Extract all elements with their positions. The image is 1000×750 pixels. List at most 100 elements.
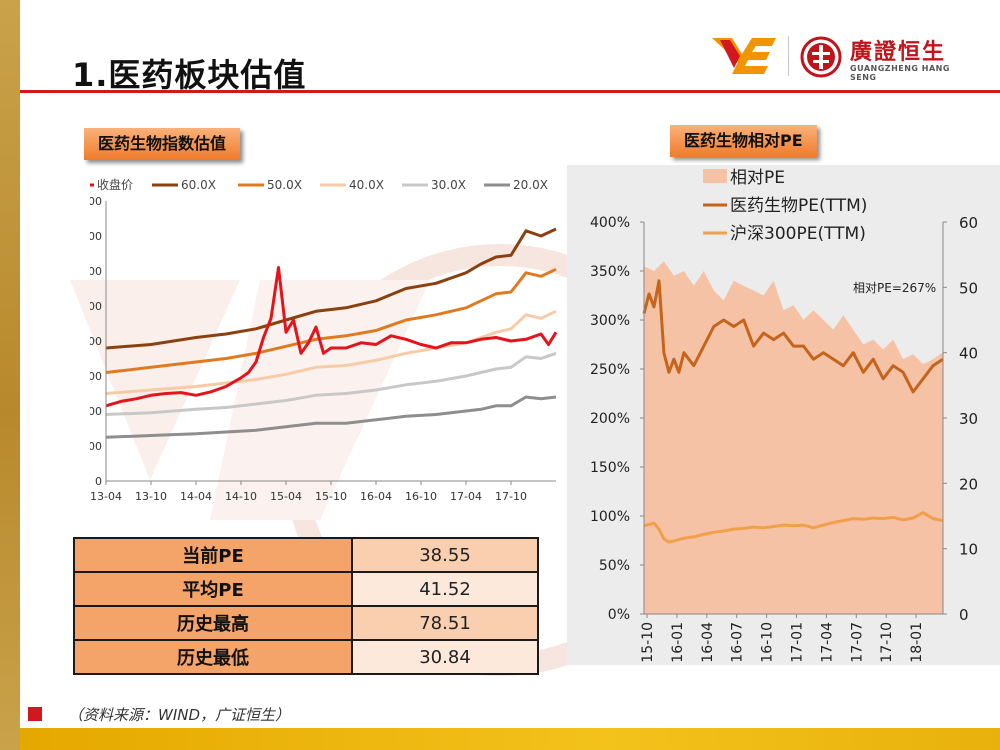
series-line (105, 267, 557, 374)
y-tick-label: 50% (599, 558, 630, 574)
stat-value: 38.55 (351, 537, 539, 573)
x-tick-label: 17-01 (790, 622, 806, 663)
x-tick-label: 14-04 (180, 490, 212, 503)
x-tick-label: 13-04 (90, 490, 122, 503)
axes (105, 201, 556, 482)
stat-label: 平均PE (73, 571, 353, 607)
left-gold-bar (0, 0, 20, 750)
y2-tick-label: 10 (959, 541, 978, 559)
y-tick-label: 200% (590, 411, 630, 427)
y-tick-label: 100% (590, 509, 630, 525)
x-tick-label: 16-10 (405, 490, 437, 503)
x-tick-label: 17-04 (450, 490, 482, 503)
relative-pe-area-fill (644, 261, 943, 614)
logo-badge-icon (800, 36, 842, 78)
x-tick-label: 17-04 (819, 622, 835, 663)
x-tick-label: 18-01 (909, 622, 925, 663)
x-tick-label: 16-01 (670, 622, 686, 663)
series-line (105, 227, 557, 350)
logo-mark-icon (712, 38, 776, 74)
stat-value: 41.52 (351, 571, 539, 607)
relative-pe-chart-label: 医药生物相对PE (670, 125, 817, 157)
legend-label: 医药生物PE(TTM) (730, 196, 867, 216)
relative-pe-annotation: 相对PE=267% (853, 281, 936, 295)
legend-label: 收盘价 (97, 177, 133, 192)
y-tick-label: 150% (590, 460, 630, 476)
y-tick-label: 14,000 (90, 230, 102, 243)
legend-swatch (703, 169, 727, 183)
x-tick-label: 15-10 (315, 490, 347, 503)
pe-lines (642, 279, 944, 544)
y-tick-label: 350% (590, 264, 630, 280)
x-tick-label: 17-10 (879, 622, 895, 663)
y-tick-label: 8,000 (90, 335, 102, 348)
stat-label: 当前PE (73, 537, 353, 573)
y-tick-label: 2,000 (90, 440, 102, 453)
y2-tick-label: 60 (959, 214, 978, 232)
x-tick-label: 16-04 (700, 622, 716, 663)
valuation-chart-label: 医药生物指数估值 (84, 128, 241, 160)
company-logo: 廣證恒生 GUANGZHENG HANG SENG (712, 34, 962, 82)
series-line (105, 395, 557, 439)
y2-tick-label: 0 (959, 606, 969, 624)
source-note: （资料来源：WIND，广证恒生） (68, 706, 291, 724)
table-row: 历史最高 78.51 (73, 605, 539, 641)
table-row: 历史最低 30.84 (73, 639, 539, 675)
y-tick-label: 4,000 (90, 405, 102, 418)
table-row: 平均PE 41.52 (73, 571, 539, 607)
series-lines (105, 227, 558, 439)
y-tick-label: 16,000 (90, 195, 102, 208)
x-tick-label: 14-10 (225, 490, 257, 503)
legend-label: 30.0X (431, 178, 466, 192)
y2-tick-label: 50 (959, 279, 978, 297)
x-tick-label: 17-07 (849, 622, 865, 663)
series-line (105, 266, 558, 408)
logo-chinese-name: 廣證恒生 (850, 40, 947, 65)
x-tick-label: 16-10 (760, 622, 776, 663)
y2-tick-label: 20 (959, 475, 978, 493)
y-tick-label: 6,000 (90, 370, 102, 383)
relative-pe-area (644, 261, 943, 614)
left-y-axis-ticks: 400% 350% 300% 250% 200% 150% 100% 50% 0% (590, 215, 644, 623)
chart-legend: 收盘价 60.0X 50.0X 40.0X 30.0X 20.0X (90, 177, 548, 192)
x-axis-ticks: 15-10 16-01 16-04 16-07 16-10 17-01 17-04 17-07… (640, 614, 925, 663)
y2-tick-label: 30 (959, 410, 978, 428)
page-title: 1.医药板块估值 (72, 56, 307, 94)
title-divider (20, 90, 1000, 93)
y-tick-label: 250% (590, 362, 630, 378)
legend-label: 60.0X (181, 178, 216, 192)
y-tick-label: 300% (590, 313, 630, 329)
series-line (105, 351, 557, 416)
logo-divider (788, 36, 789, 76)
x-tick-label: 15-10 (640, 622, 656, 663)
bottom-gold-bar (20, 728, 1000, 750)
y-tick-label: 0 (95, 475, 102, 488)
legend-label: 沪深300PE(TTM) (730, 224, 866, 244)
logo-english-name: GUANGZHENG HANG SENG (850, 64, 950, 82)
stat-value: 30.84 (351, 639, 539, 675)
y-tick-label: 0% (608, 607, 630, 623)
footer-marker (28, 707, 42, 721)
y2-tick-label: 40 (959, 345, 978, 363)
series-line (643, 511, 944, 544)
y-tick-label: 400% (590, 215, 630, 231)
legend-label: 40.0X (349, 178, 384, 192)
stat-label: 历史最低 (73, 639, 353, 675)
x-axis-ticks: 13-04 13-10 14-04 14-10 15-04 15-10 16-04 16-10… (90, 481, 527, 503)
x-tick-label: 16-04 (360, 490, 392, 503)
index-valuation-chart: 收盘价 60.0X 50.0X 40.0X 30.0X 20.0X 16,000 14,00… (90, 177, 558, 503)
table-row: 当前PE 38.55 (73, 537, 539, 573)
series-line (105, 309, 557, 395)
relative-pe-chart: 400% 350% 300% 250% 200% 150% 100% 50% 0% 60 50 40… (590, 168, 978, 663)
x-tick-label: 17-10 (495, 490, 527, 503)
y-axis-ticks: 16,000 14,000 12,000 10,000 8,000 6,000 4,000 2… (90, 195, 102, 488)
x-tick-label: 16-07 (730, 622, 746, 663)
legend-label: 相对PE (730, 168, 785, 188)
y-tick-label: 10,000 (90, 300, 102, 313)
stat-label: 历史最高 (73, 605, 353, 641)
x-tick-label: 13-10 (135, 490, 167, 503)
pe-stats-table: 当前PE 38.55 平均PE 41.52 历史最高 78.51 历史最低 30… (73, 537, 539, 675)
x-tick-label: 15-04 (270, 490, 302, 503)
stat-value: 78.51 (351, 605, 539, 641)
chart-legend: 相对PE 医药生物PE(TTM) 沪深300PE(TTM) (703, 168, 867, 244)
